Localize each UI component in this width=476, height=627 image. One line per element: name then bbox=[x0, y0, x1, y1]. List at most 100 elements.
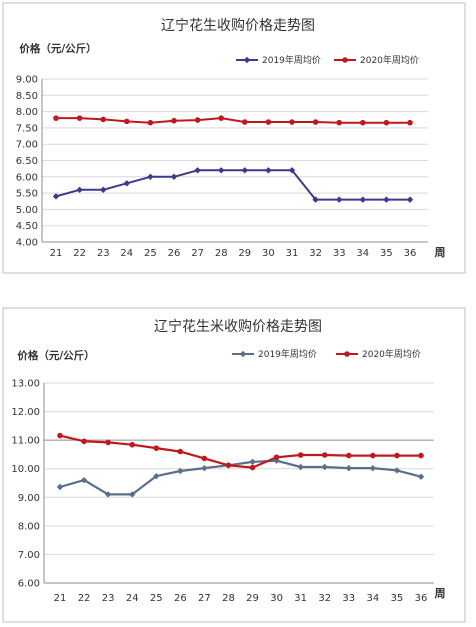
data-point bbox=[147, 173, 154, 180]
x-tick-label: 29 bbox=[246, 593, 259, 604]
data-point bbox=[360, 119, 366, 126]
y-axis-label: 价格（元/公斤） bbox=[17, 349, 94, 362]
data-point bbox=[336, 119, 343, 126]
data-point bbox=[218, 167, 225, 174]
data-point bbox=[321, 463, 328, 471]
y-tick-label: 7.00 bbox=[18, 550, 40, 561]
data-point bbox=[242, 119, 248, 125]
legend-label-2: 2020年周均价 bbox=[362, 348, 421, 360]
data-point bbox=[297, 452, 304, 458]
x-tick-label: 27 bbox=[191, 248, 204, 259]
x-tick-label: 27 bbox=[198, 593, 211, 604]
x-tick-label: 24 bbox=[120, 248, 133, 259]
chart-title: 辽宁花生米收购价格走势图 bbox=[154, 318, 322, 335]
y-tick-label: 6.50 bbox=[16, 156, 38, 167]
y-tick-label: 6.00 bbox=[18, 579, 40, 590]
x-tick-label: 34 bbox=[366, 593, 379, 604]
x-tick-label: 35 bbox=[380, 248, 393, 259]
data-point bbox=[171, 117, 177, 124]
data-point bbox=[177, 467, 184, 475]
x-axis-label: 周 bbox=[435, 246, 446, 259]
y-tick-label: 13.00 bbox=[11, 379, 40, 390]
data-point bbox=[394, 452, 400, 459]
data-point bbox=[383, 196, 390, 203]
data-point bbox=[57, 432, 63, 439]
x-axis-label: 周 bbox=[435, 587, 446, 600]
data-point bbox=[76, 186, 83, 194]
data-point bbox=[336, 196, 343, 203]
data-point bbox=[52, 193, 60, 200]
data-point bbox=[297, 463, 304, 471]
x-tick-label: 28 bbox=[215, 248, 228, 259]
x-tick-label: 31 bbox=[286, 248, 299, 259]
x-tick-label: 24 bbox=[126, 593, 139, 604]
y-tick-label: 5.50 bbox=[16, 189, 38, 200]
data-point bbox=[177, 448, 184, 455]
x-tick-label: 35 bbox=[391, 593, 404, 604]
peanut-kernel-price-chart: 辽宁花生米收购价格走势图 价格（元/公斤） 周 13.00 12.00 11.00 10.0… bbox=[0, 305, 476, 627]
data-point bbox=[218, 115, 224, 121]
data-point bbox=[249, 464, 256, 471]
x-tick-label: 25 bbox=[150, 593, 163, 604]
data-point bbox=[312, 119, 319, 125]
data-point bbox=[170, 173, 178, 180]
data-point bbox=[359, 196, 366, 203]
peanut-price-chart: 辽宁花生收购价格走势图 价格（元/公斤） 周 9.00 8.50 8.00 7.50 7.00… bbox=[0, 0, 476, 280]
x-tick-label: 29 bbox=[238, 248, 251, 259]
y-tick-label: 11.00 bbox=[11, 436, 40, 447]
data-point bbox=[265, 119, 272, 125]
data-point bbox=[383, 119, 390, 126]
data-point bbox=[370, 452, 376, 459]
data-point bbox=[81, 438, 87, 445]
series-line-1 bbox=[59, 459, 422, 496]
data-point bbox=[153, 445, 160, 451]
legend-marker-1 bbox=[243, 56, 251, 64]
data-point bbox=[105, 439, 111, 446]
data-point bbox=[147, 119, 154, 126]
data-point bbox=[321, 452, 328, 458]
y-tick-label: 4.00 bbox=[16, 238, 38, 249]
data-point bbox=[265, 167, 272, 174]
series-line-2 bbox=[59, 434, 421, 469]
data-point bbox=[289, 119, 295, 125]
data-point bbox=[76, 115, 83, 121]
y-tick-label: 8.00 bbox=[18, 521, 40, 532]
data-point bbox=[123, 180, 130, 187]
x-tick-label: 36 bbox=[415, 593, 428, 604]
data-point bbox=[312, 196, 319, 203]
data-point bbox=[201, 455, 208, 462]
data-point bbox=[104, 491, 112, 498]
x-tick-label: 21 bbox=[54, 593, 67, 604]
data-point bbox=[100, 116, 106, 123]
y-tick-label: 8.00 bbox=[16, 107, 38, 118]
chart-frame bbox=[2, 307, 466, 623]
data-point bbox=[124, 118, 130, 125]
y-tick-label: 12.00 bbox=[11, 407, 40, 418]
legend-marker-1 bbox=[239, 350, 247, 358]
data-point bbox=[56, 483, 64, 491]
x-tick-label: 26 bbox=[174, 593, 187, 604]
data-point bbox=[194, 117, 201, 123]
data-point bbox=[407, 119, 413, 126]
data-point bbox=[194, 167, 201, 174]
series-line-2 bbox=[56, 117, 410, 124]
legend-marker-2 bbox=[344, 351, 350, 357]
data-point bbox=[406, 196, 414, 203]
data-point bbox=[346, 452, 352, 459]
x-tick-label: 23 bbox=[97, 248, 110, 259]
data-point bbox=[393, 467, 401, 474]
x-tick-label: 32 bbox=[309, 248, 322, 259]
x-tick-label: 30 bbox=[262, 248, 275, 259]
y-tick-label: 7.00 bbox=[16, 140, 38, 151]
y-axis-label: 价格（元/公斤） bbox=[19, 42, 96, 55]
data-point bbox=[418, 452, 424, 459]
data-point bbox=[129, 441, 135, 448]
x-tick-label: 22 bbox=[73, 248, 86, 259]
data-point bbox=[241, 167, 248, 174]
chart-title: 辽宁花生收购价格走势图 bbox=[161, 17, 315, 34]
data-point bbox=[53, 115, 59, 121]
series-line-1 bbox=[55, 169, 410, 201]
x-tick-label: 36 bbox=[404, 248, 417, 259]
